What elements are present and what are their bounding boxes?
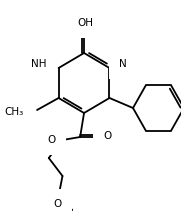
Text: NH: NH [31, 59, 47, 69]
Text: N: N [119, 59, 127, 69]
Text: CH₃: CH₃ [4, 107, 23, 117]
Text: O: O [104, 131, 112, 141]
Text: O: O [47, 135, 56, 145]
Text: O: O [53, 199, 62, 209]
Text: OH: OH [77, 18, 93, 28]
